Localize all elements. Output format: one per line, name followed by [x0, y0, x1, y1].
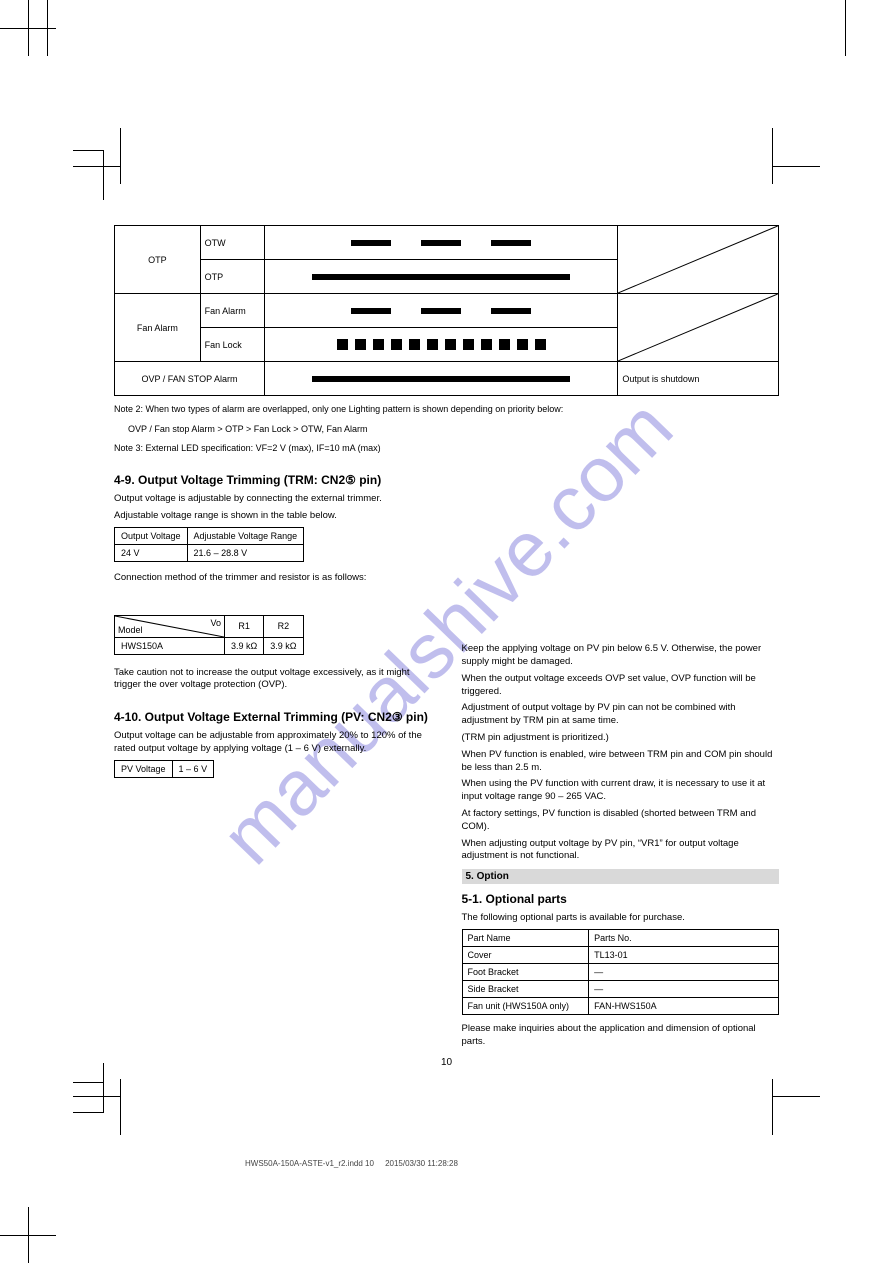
crop-mark	[773, 166, 820, 167]
pattern-cell	[264, 362, 617, 396]
section-title: 4-10. Output Voltage External Trimming (…	[114, 710, 432, 724]
paragraph: Connection method of the trimmer and res…	[114, 572, 432, 585]
paragraph: Output voltage is adjustable by connecti…	[114, 493, 432, 506]
table-header: R1	[225, 615, 264, 637]
paragraph: When PV function is enabled, wire betwee…	[462, 749, 780, 775]
paragraph: (TRM pin adjustment is prioritized.)	[462, 732, 780, 745]
crop-mark	[73, 166, 120, 167]
table-header: Output Voltage	[115, 527, 188, 544]
paragraph: Keep the applying voltage on PV pin belo…	[462, 643, 780, 669]
section-title: 4-9. Output Voltage Trimming (TRM: CN2⑤ …	[114, 473, 432, 487]
note-label: Note 3:	[114, 443, 143, 453]
table-header: Model Vo	[115, 615, 225, 637]
table-cell: OVP / FAN STOP Alarm	[115, 362, 265, 396]
paragraph: When adjusting output voltage by PV pin,…	[462, 838, 780, 864]
table-cell: 24 V	[115, 544, 188, 561]
pattern-cell	[264, 226, 617, 260]
led-pattern-table: OTP OTW OTP Fan Alarm Fan Alarm	[114, 225, 779, 396]
table-cell: Output is shutdown	[618, 362, 779, 396]
table-cell: Foot Bracket	[462, 964, 589, 981]
table-cell: Fan Alarm	[115, 294, 201, 362]
paragraph: Please make inquiries about the applicat…	[462, 1023, 780, 1049]
paragraph: Output voltage can be adjustable from ap…	[114, 730, 432, 756]
crop-mark	[73, 1112, 103, 1113]
table-header: PV Voltage	[115, 760, 173, 777]
crop-mark	[103, 150, 104, 200]
section-title: 5-1. Optional parts	[462, 892, 780, 906]
crop-mark	[73, 1082, 103, 1083]
table-cell	[618, 294, 779, 362]
crop-mark	[0, 112, 56, 168]
note-text: Note 2: When two types of alarm are over…	[114, 404, 779, 416]
table-cell: 21.6 – 28.8 V	[187, 544, 304, 561]
table-cell: Fan unit (HWS150A only)	[462, 998, 589, 1015]
pv-voltage-table: PV Voltage 1 – 6 V	[114, 760, 214, 778]
optional-parts-table: Part Name Parts No. Cover TL13-01 Foot B…	[462, 929, 780, 1015]
paragraph: Take caution not to increase the output …	[114, 667, 432, 693]
table-cell: OTW	[200, 226, 264, 260]
page-number: 10	[0, 1057, 893, 1068]
note-label: Note 2:	[114, 404, 143, 414]
table-cell: OTP	[115, 226, 201, 294]
pattern-cell	[264, 294, 617, 328]
pattern-cell	[264, 328, 617, 362]
paragraph: At factory settings, PV function is disa…	[462, 808, 780, 834]
note-body: External LED specification: VF=2 V (max)…	[146, 443, 381, 453]
table-cell: 3.9 kΩ	[264, 637, 303, 654]
crop-mark	[103, 1063, 104, 1113]
table-cell: OTP	[200, 260, 264, 294]
table-cell: Cover	[462, 947, 589, 964]
table-cell: —	[589, 981, 779, 998]
voltage-range-table: Output Voltage Adjustable Voltage Range …	[114, 527, 304, 562]
paragraph: Adjustable voltage range is shown in the…	[114, 510, 432, 523]
crop-mark	[73, 150, 103, 151]
paragraph: The following optional parts is availabl…	[462, 912, 780, 925]
table-cell: Side Bracket	[462, 981, 589, 998]
diag-label: Model	[118, 625, 143, 635]
paragraph: Adjustment of output voltage by PV pin c…	[462, 702, 780, 728]
table-cell: 3.9 kΩ	[225, 637, 264, 654]
trim-resistor-table: Model Vo R1 R2 HWS150A 3.9 kΩ 3.9 kΩ	[114, 615, 304, 655]
folio-text: HWS50A-150A-ASTE-v1_r2.indd 10 2015/03/3…	[245, 1159, 458, 1168]
crop-mark	[73, 1096, 120, 1097]
table-header: Parts No.	[589, 930, 779, 947]
crop-mark	[120, 128, 121, 184]
paragraph: When using the PV function with current …	[462, 778, 780, 804]
note-text: Note 3: External LED specification: VF=2…	[114, 443, 779, 455]
crop-mark	[772, 1079, 773, 1135]
folio-filename: HWS50A-150A-ASTE-v1_r2.indd 10	[245, 1159, 374, 1168]
table-cell: FAN-HWS150A	[589, 998, 779, 1015]
table-header: Part Name	[462, 930, 589, 947]
crop-mark	[773, 1096, 820, 1097]
table-cell: HWS150A	[115, 637, 225, 654]
table-header: Adjustable Voltage Range	[187, 527, 304, 544]
table-cell: 1 – 6 V	[172, 760, 214, 777]
pattern-cell	[264, 260, 617, 294]
table-cell: Fan Alarm	[200, 294, 264, 328]
crop-mark	[772, 128, 773, 184]
section-heading: 5. Option	[462, 869, 780, 884]
table-cell	[618, 226, 779, 294]
folio-timestamp: 2015/03/30 11:28:28	[385, 1159, 458, 1168]
table-cell: Fan Lock	[200, 328, 264, 362]
table-cell: TL13-01	[589, 947, 779, 964]
note-subtext: OVP / Fan stop Alarm > OTP > Fan Lock > …	[128, 424, 779, 436]
paragraph: When the output voltage exceeds OVP set …	[462, 673, 780, 699]
crop-mark	[120, 1079, 121, 1135]
table-cell: —	[589, 964, 779, 981]
diag-label: Vo	[210, 618, 221, 628]
note-body: When two types of alarm are overlapped, …	[146, 404, 564, 414]
table-header: R2	[264, 615, 303, 637]
